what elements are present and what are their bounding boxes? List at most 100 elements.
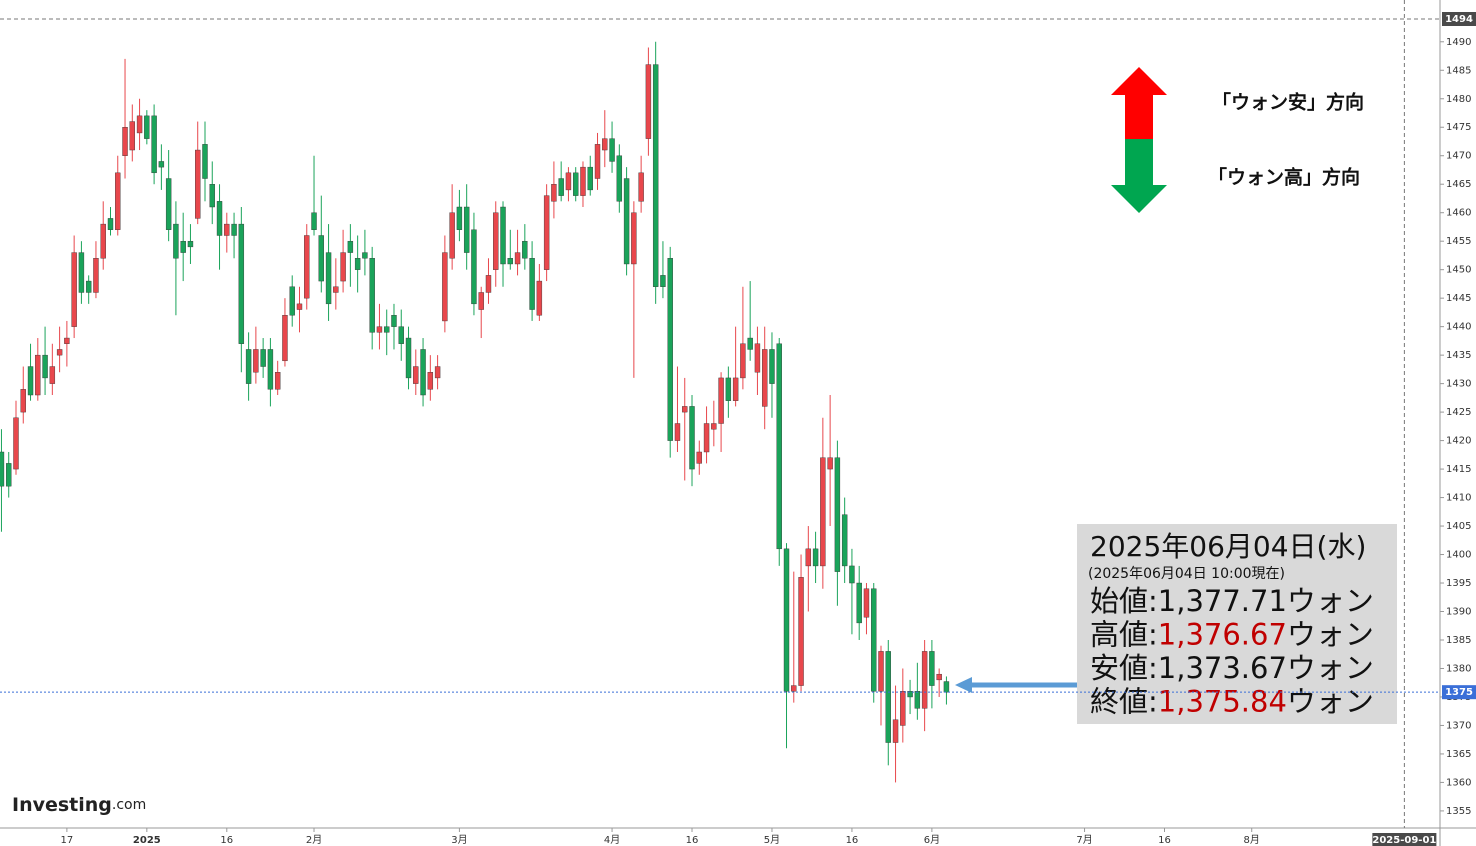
candle-body (20, 389, 26, 413)
x-tick-label: 5月 (764, 834, 780, 846)
candle-body (267, 349, 274, 390)
y-tick-label: 1430 (1446, 379, 1471, 390)
candle-body (740, 343, 746, 379)
candle-body (623, 178, 630, 265)
candle-body (725, 377, 732, 401)
candle-body (660, 275, 666, 287)
candle-body (943, 681, 950, 693)
candle-body (762, 349, 768, 407)
candle-body (115, 172, 121, 230)
candle-body (354, 258, 361, 270)
candle-body (0, 451, 5, 487)
candle-body (885, 651, 891, 743)
candle-body (478, 292, 484, 310)
candle-body (754, 343, 761, 373)
candle-body (209, 184, 215, 208)
candle-body (834, 457, 841, 572)
y-tick-label: 1380 (1446, 663, 1471, 674)
logo-name: Investing (12, 794, 112, 816)
candle-body (732, 377, 739, 401)
x-tick-label: 2025 (133, 835, 161, 846)
candle-body (151, 115, 157, 174)
candle-body (122, 127, 128, 156)
x-tick-label: 4月 (604, 834, 620, 846)
candle-body (776, 343, 782, 550)
candle-body (485, 275, 492, 293)
candle-body (718, 377, 724, 424)
candle-body (856, 582, 862, 624)
candle-body (405, 337, 412, 379)
plot-area (0, 41, 950, 783)
info-row-label: 安値: (1090, 651, 1158, 685)
y-tick-label: 1385 (1446, 635, 1471, 646)
candle-body (820, 457, 826, 567)
candle-body (645, 64, 652, 139)
y-tick-label: 1355 (1446, 806, 1471, 817)
candle-body (805, 548, 812, 567)
candle-body (456, 206, 463, 230)
logo: Investing.com (12, 794, 146, 816)
logo-suffix: .com (112, 797, 146, 813)
candle-body (565, 172, 572, 191)
price-line-label: 1375 (1445, 687, 1473, 698)
x-tick-label: 16 (1158, 835, 1171, 846)
candle-body (863, 588, 870, 618)
y-tick-label: 1410 (1446, 493, 1471, 504)
info-row-unit: ウォン (1287, 685, 1374, 719)
candle-body (573, 172, 579, 196)
candle-body (202, 144, 208, 179)
candle-body (427, 372, 434, 390)
top-line-label-bg (1442, 12, 1476, 26)
legend-down-text: 「ウォン高」方向 (1208, 166, 1360, 189)
candle-body (667, 258, 673, 441)
candle-body (180, 240, 186, 253)
candle-body (703, 423, 710, 453)
candle-body (311, 212, 317, 230)
candle-body (602, 138, 608, 151)
candle-body (841, 514, 848, 567)
candle-body (413, 366, 419, 384)
candle-body (289, 286, 295, 316)
candle-body (369, 258, 375, 333)
candle-body (769, 349, 775, 384)
candle-body (696, 451, 702, 464)
x-tick-label: 16 (686, 835, 699, 846)
y-tick-label: 1480 (1446, 94, 1471, 105)
y-tick-label: 1400 (1446, 550, 1471, 561)
candle-body (195, 149, 201, 219)
info-row: 高値:1,376.67ウォン (1090, 618, 1374, 652)
candle-body (216, 201, 223, 236)
candle-body (543, 195, 550, 270)
candle-body (551, 184, 557, 202)
candle-body (260, 349, 266, 367)
y-tick-label: 1395 (1446, 578, 1471, 589)
candle-body (187, 240, 194, 248)
candle-body (849, 565, 855, 584)
info-row-unit: ウォン (1287, 651, 1374, 685)
info-box (1077, 524, 1397, 724)
y-tick-label: 1390 (1446, 607, 1471, 618)
candle-body (783, 548, 790, 692)
candle-body (384, 326, 390, 333)
y-tick-label: 1455 (1446, 236, 1471, 247)
candle-body (674, 423, 681, 441)
y-tick-label: 1365 (1446, 749, 1471, 760)
candle-body (253, 349, 259, 373)
candle-body (434, 366, 441, 379)
x-tick-label: 16 (846, 835, 859, 846)
candle-body (42, 354, 48, 379)
y-tick-label: 1440 (1446, 322, 1471, 333)
candle-body (13, 417, 19, 470)
candle-body (871, 588, 877, 692)
info-row-unit: ウォン (1287, 618, 1374, 652)
candle-body (689, 406, 695, 470)
candle-body (129, 121, 135, 151)
candle-body (165, 178, 172, 230)
candle-body (652, 64, 659, 287)
candle-body (224, 223, 230, 236)
x-tick-label: 17 (61, 835, 74, 846)
candle-body (391, 315, 397, 327)
candle-body (682, 406, 688, 413)
y-tick-label: 1470 (1446, 151, 1471, 162)
x-tick-label: 16 (220, 835, 233, 846)
